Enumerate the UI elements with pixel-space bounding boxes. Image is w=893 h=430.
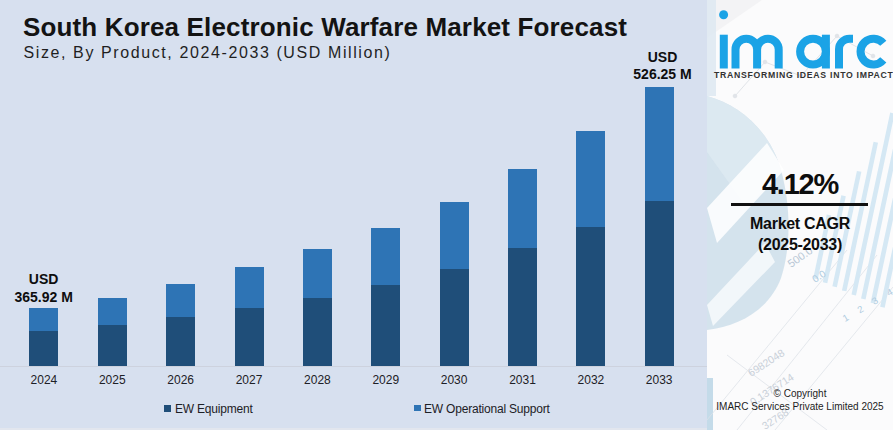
svg-text:6982048: 6982048 xyxy=(746,346,787,378)
